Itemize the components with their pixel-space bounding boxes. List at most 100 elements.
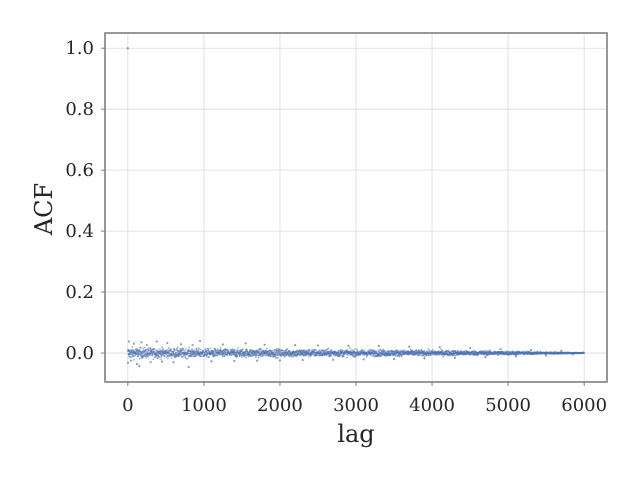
acf-point xyxy=(347,344,350,347)
acf-point xyxy=(417,354,420,357)
acf-point xyxy=(346,349,348,351)
acf-point xyxy=(345,356,348,359)
acf-point xyxy=(421,349,423,352)
acf-point xyxy=(363,349,366,352)
acf-point xyxy=(153,350,156,353)
acf-point xyxy=(207,347,210,350)
acf-point xyxy=(167,347,170,349)
x-tick-label: 0 xyxy=(122,395,133,416)
acf-point xyxy=(269,349,272,352)
data-points xyxy=(126,47,586,369)
acf-point xyxy=(428,354,430,356)
acf-point xyxy=(176,349,179,352)
acf-point xyxy=(140,346,142,349)
acf-point xyxy=(154,349,157,352)
acf-point xyxy=(170,348,173,351)
acf-point xyxy=(287,352,289,355)
acf-point xyxy=(353,348,356,351)
acf-point xyxy=(149,347,152,350)
acf-point xyxy=(264,349,267,352)
acf-point xyxy=(460,349,463,352)
x-axis-label: lag xyxy=(337,420,374,448)
acf-point xyxy=(165,353,168,356)
acf-point xyxy=(142,347,145,350)
x-tick-label: 5000 xyxy=(485,395,531,416)
acf-point xyxy=(327,347,330,350)
acf-point xyxy=(197,348,200,351)
acf-point xyxy=(191,344,194,347)
acf-point xyxy=(141,353,144,356)
acf-point xyxy=(306,349,309,351)
acf-point xyxy=(129,359,132,362)
acf-point xyxy=(160,358,162,361)
acf-point xyxy=(278,359,282,362)
acf-point xyxy=(243,355,246,358)
acf-point xyxy=(255,354,258,357)
acf-point xyxy=(141,356,144,359)
acf-point xyxy=(325,350,327,353)
acf-point xyxy=(362,358,365,361)
acf-point xyxy=(408,345,411,348)
acf-point xyxy=(339,348,342,351)
acf-point xyxy=(134,354,137,357)
acf-point xyxy=(351,348,353,351)
acf-point xyxy=(219,348,222,351)
acf-point xyxy=(431,349,434,351)
acf-point xyxy=(342,355,345,358)
acf-point xyxy=(163,355,166,357)
acf-point xyxy=(277,354,279,357)
acf-point xyxy=(187,352,190,355)
acf-point xyxy=(138,352,140,354)
acf-point xyxy=(182,347,184,350)
y-tick-label: 1.0 xyxy=(65,38,94,59)
acf-point xyxy=(161,346,164,348)
acf-point xyxy=(223,354,226,357)
acf-point xyxy=(244,342,247,345)
acf-point xyxy=(339,354,342,357)
acf-point xyxy=(227,349,230,352)
acf-point xyxy=(316,353,319,356)
acf-point xyxy=(347,354,349,357)
acf-point xyxy=(226,354,229,357)
acf-point xyxy=(147,347,150,350)
acf-point xyxy=(195,347,198,350)
acf-point xyxy=(143,346,146,349)
acf-point xyxy=(133,359,135,361)
acf-point xyxy=(373,349,376,352)
acf-point xyxy=(219,353,222,356)
y-axis-label: ACF xyxy=(30,183,58,236)
acf-point xyxy=(499,347,502,351)
acf-point xyxy=(318,349,321,352)
acf-point xyxy=(484,356,487,359)
acf-point xyxy=(167,357,169,360)
acf-point xyxy=(397,350,400,353)
acf-point xyxy=(378,348,380,351)
acf-point xyxy=(355,348,358,350)
acf-point xyxy=(285,349,288,352)
acf-point xyxy=(129,355,132,358)
acf-point xyxy=(294,344,297,347)
acf-point xyxy=(315,349,317,351)
acf-point xyxy=(184,349,186,352)
acf-point xyxy=(237,347,239,349)
acf-point xyxy=(342,349,344,352)
acf-point xyxy=(149,353,152,355)
y-tick-label: 0.2 xyxy=(65,282,94,303)
acf-point xyxy=(321,354,324,357)
acf-point xyxy=(158,348,161,350)
acf-point xyxy=(132,355,135,357)
acf-point xyxy=(152,358,155,361)
acf-point xyxy=(330,349,333,351)
acf-point xyxy=(352,355,355,358)
acf-point xyxy=(290,355,293,358)
acf-point xyxy=(170,357,173,359)
acf-point xyxy=(418,349,420,352)
acf-point xyxy=(174,349,177,352)
acf-point xyxy=(271,349,274,352)
acf-point xyxy=(316,344,320,347)
acf-point xyxy=(165,348,168,351)
acf-point xyxy=(185,357,188,360)
acf-point xyxy=(176,346,179,349)
acf-point xyxy=(179,347,182,350)
acf-point xyxy=(295,352,298,355)
